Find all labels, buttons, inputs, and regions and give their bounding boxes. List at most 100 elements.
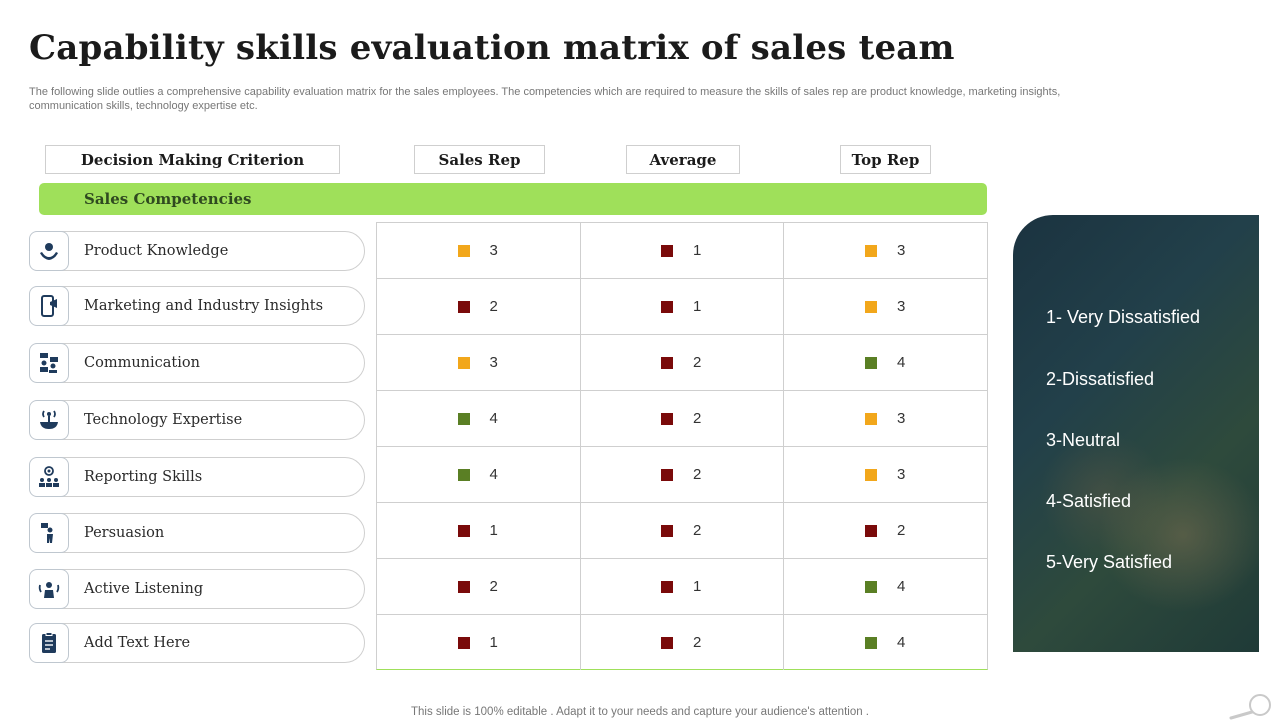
rating-marker	[457, 636, 470, 649]
rating-cell: 4	[784, 559, 988, 615]
criterion-label: Persuasion	[84, 525, 165, 541]
rating-value: 2	[693, 522, 702, 539]
zoom-icon[interactable]	[1228, 692, 1274, 720]
rating-marker	[865, 524, 877, 537]
rating-value: 2	[489, 578, 498, 595]
criterion-label: Communication	[84, 355, 200, 371]
legend-item: 2-Dissatisfied	[1046, 369, 1155, 389]
rating-value: 1	[489, 522, 498, 539]
section-label: Sales Competencies	[84, 190, 252, 208]
listening-group-icon	[29, 569, 69, 609]
criterion-row: Product Knowledge	[29, 231, 365, 271]
rating-value: 4	[489, 410, 498, 427]
rating-value: 3	[897, 242, 906, 259]
antenna-globe-icon	[29, 400, 69, 440]
header-decision-criterion: Decision Making Criterion	[45, 145, 340, 174]
clipboard-icon	[29, 623, 69, 663]
rating-cell: 3	[377, 335, 581, 391]
criterion-row: Active Listening	[29, 569, 365, 609]
rating-cell: 4	[377, 391, 581, 447]
rating-value: 3	[489, 354, 498, 371]
rating-value: 3	[489, 242, 498, 259]
criterion-label: Add Text Here	[84, 635, 191, 651]
criterion-row: Technology Expertise	[29, 400, 365, 440]
rating-value: 4	[897, 578, 906, 595]
rating-cell: 3	[377, 223, 581, 279]
rating-cell: 2	[581, 615, 784, 670]
rating-cell: 4	[377, 447, 581, 503]
rating-cell: 3	[784, 279, 988, 335]
target-team-icon	[29, 457, 69, 497]
rating-value: 2	[693, 634, 702, 651]
rating-cell: 2	[581, 447, 784, 503]
criterion-label: Active Listening	[84, 581, 204, 597]
rating-marker	[661, 524, 673, 537]
rating-marker	[865, 300, 877, 313]
criterion-label: Reporting Skills	[84, 469, 203, 485]
rating-cell: 2	[377, 279, 581, 335]
rating-value: 1	[693, 578, 702, 595]
rating-value: 3	[897, 466, 906, 483]
rating-marker	[457, 580, 470, 593]
rating-marker	[865, 244, 877, 257]
rating-marker	[865, 412, 877, 425]
rating-marker	[457, 300, 470, 313]
rating-marker	[865, 468, 877, 481]
rating-cell: 2	[581, 503, 784, 559]
rating-cell: 1	[581, 559, 784, 615]
criterion-pill	[29, 343, 365, 383]
rating-marker	[457, 524, 470, 537]
rating-cell: 4	[784, 615, 988, 670]
rating-value: 4	[897, 634, 906, 651]
rating-marker	[661, 580, 673, 593]
legend-item: 3-Neutral	[1046, 430, 1121, 450]
mobile-megaphone-icon	[29, 286, 69, 326]
rating-marker	[457, 244, 470, 257]
rating-value: 3	[897, 298, 906, 315]
rating-cell: 2	[377, 559, 581, 615]
rating-cell: 2	[581, 335, 784, 391]
rating-cell: 3	[784, 391, 988, 447]
page-subtitle: The following slide outlies a comprehens…	[29, 86, 1061, 112]
rating-value: 4	[897, 354, 906, 371]
idea-hands-icon	[29, 231, 69, 271]
rating-value: 2	[693, 354, 702, 371]
rating-marker	[865, 636, 877, 649]
footer-note: This slide is 100% editable . Adapt it t…	[410, 706, 869, 718]
criterion-row: Communication	[29, 343, 365, 383]
rating-cell: 2	[581, 391, 784, 447]
rating-value: 2	[897, 522, 906, 539]
criterion-row: Persuasion	[29, 513, 365, 553]
rating-marker	[457, 412, 470, 425]
people-chat-icon	[29, 343, 69, 383]
criterion-row: Add Text Here	[29, 623, 365, 663]
rating-marker	[865, 356, 877, 369]
criterion-row: Marketing and Industry Insights	[29, 286, 365, 326]
criterion-pill	[29, 513, 365, 553]
evaluation-grid: 3 1 3 2 1 3 3 2 4 4 2 3 4 2 3 1 2 2 2 1 4 1 2 4	[376, 222, 988, 670]
criterion-pill	[29, 400, 365, 440]
page-title: Capability skills evaluation matrix of s…	[29, 28, 955, 68]
rating-marker	[661, 468, 673, 481]
legend-item: 4-Satisfied	[1046, 491, 1132, 511]
rating-marker	[661, 300, 673, 313]
legend-panel: 1- Very Dissatisfied 2-Dissatisfied 3-Ne…	[1013, 215, 1259, 652]
rating-marker	[457, 356, 470, 369]
rating-cell: 2	[784, 503, 988, 559]
rating-value: 3	[897, 410, 906, 427]
rating-cell: 3	[784, 447, 988, 503]
criterion-label: Marketing and Industry Insights	[84, 298, 324, 314]
header-top-rep: Top Rep	[840, 145, 931, 174]
criterion-label: Technology Expertise	[84, 412, 243, 428]
legend-item: 5-Very Satisfied	[1046, 552, 1173, 572]
criterion-label: Product Knowledge	[84, 243, 229, 259]
section-bar-sales-competencies: Sales Competencies	[39, 183, 987, 215]
rating-value: 1	[693, 298, 702, 315]
rating-marker	[457, 468, 470, 481]
rating-marker	[865, 580, 877, 593]
header-sales-rep: Sales Rep	[414, 145, 545, 174]
rating-cell: 4	[784, 335, 988, 391]
rating-cell: 3	[784, 223, 988, 279]
rating-cell: 1	[377, 503, 581, 559]
criterion-pill	[29, 569, 365, 609]
